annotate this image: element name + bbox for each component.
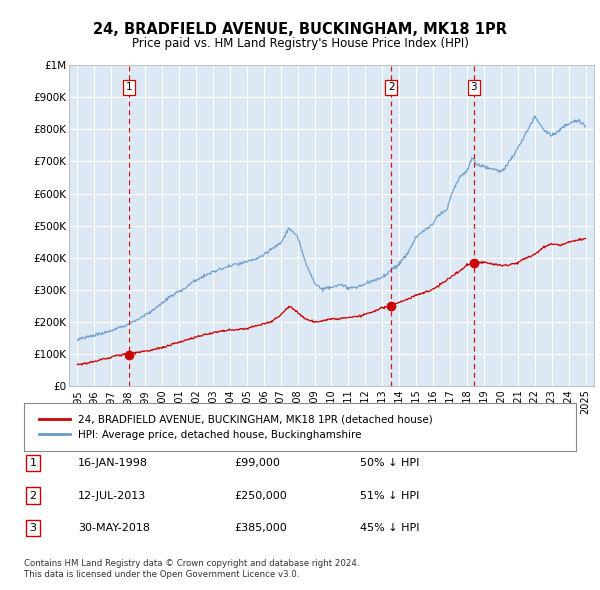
Text: 2: 2 [388, 83, 395, 93]
Text: 1: 1 [125, 83, 132, 93]
Text: 3: 3 [29, 523, 37, 533]
Text: 3: 3 [470, 83, 477, 93]
Text: £250,000: £250,000 [234, 491, 287, 500]
Text: 12-JUL-2013: 12-JUL-2013 [78, 491, 146, 500]
Text: Price paid vs. HM Land Registry's House Price Index (HPI): Price paid vs. HM Land Registry's House … [131, 37, 469, 50]
Text: 50% ↓ HPI: 50% ↓ HPI [360, 458, 419, 468]
Text: 1: 1 [29, 458, 37, 468]
Legend: 24, BRADFIELD AVENUE, BUCKINGHAM, MK18 1PR (detached house), HPI: Average price,: 24, BRADFIELD AVENUE, BUCKINGHAM, MK18 1… [35, 410, 437, 444]
Text: This data is licensed under the Open Government Licence v3.0.: This data is licensed under the Open Gov… [24, 571, 299, 579]
Text: 30-MAY-2018: 30-MAY-2018 [78, 523, 150, 533]
Text: Contains HM Land Registry data © Crown copyright and database right 2024.: Contains HM Land Registry data © Crown c… [24, 559, 359, 568]
Text: 24, BRADFIELD AVENUE, BUCKINGHAM, MK18 1PR: 24, BRADFIELD AVENUE, BUCKINGHAM, MK18 1… [93, 22, 507, 37]
Text: £385,000: £385,000 [234, 523, 287, 533]
Text: 2: 2 [29, 491, 37, 500]
Text: 51% ↓ HPI: 51% ↓ HPI [360, 491, 419, 500]
Text: 16-JAN-1998: 16-JAN-1998 [78, 458, 148, 468]
Text: £99,000: £99,000 [234, 458, 280, 468]
Text: 45% ↓ HPI: 45% ↓ HPI [360, 523, 419, 533]
